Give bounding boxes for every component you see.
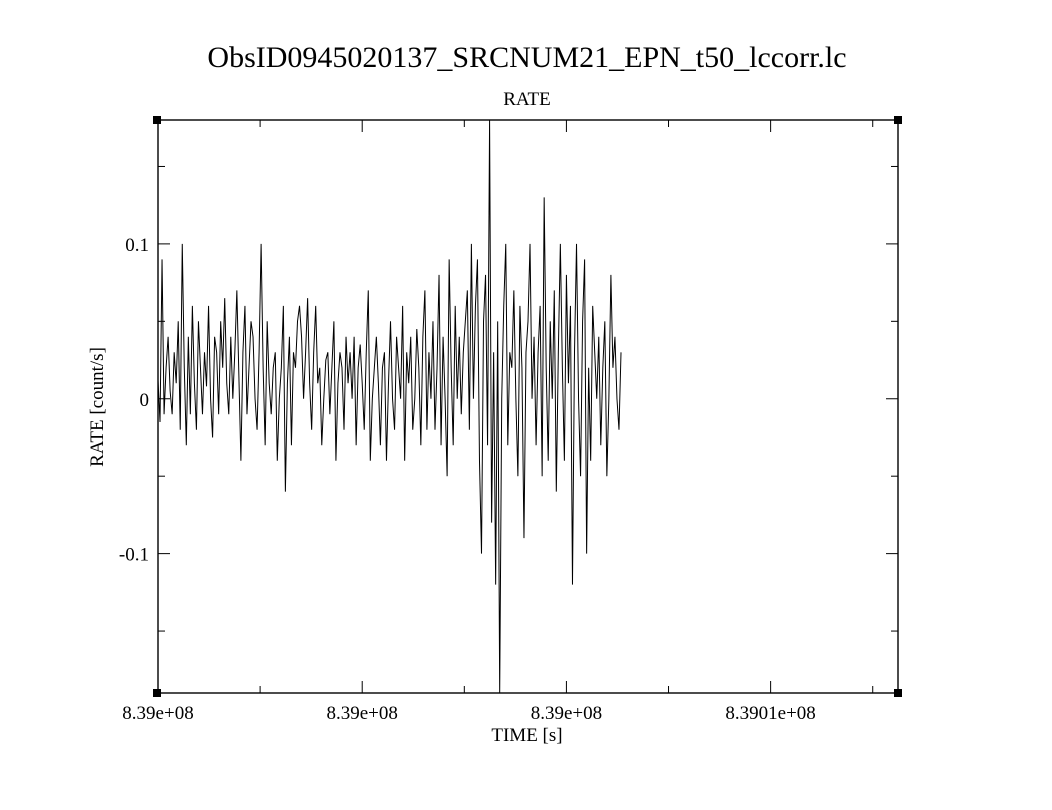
corner-marker-bottom-right — [894, 689, 902, 697]
plot-area — [158, 120, 622, 693]
x-tick-label: 8.39e+08 — [531, 703, 602, 724]
axis-ticks — [157, 120, 898, 693]
y-axis-label: RATE [count/s] — [87, 347, 108, 467]
x-tick-label: 8.3901e+08 — [725, 703, 815, 724]
tick-labels: 8.39e+08 8.39e+08 8.39e+08 8.3901e+08 -0.1 0 0… — [119, 235, 816, 724]
x-axis-label: TIME [s] — [491, 725, 562, 746]
chart-title: ObsID0945020137_SRCNUM21_EPN_t50_lccorr.… — [207, 41, 846, 74]
y-tick-label: -0.1 — [119, 545, 149, 566]
series-line-rate — [158, 120, 622, 693]
plot-frame — [157, 119, 899, 694]
corner-marker-top-right — [894, 116, 902, 124]
chart-subtitle: RATE — [503, 89, 551, 110]
x-tick-label: 8.39e+08 — [327, 703, 398, 724]
x-tick-label: 8.39e+08 — [122, 703, 193, 724]
y-tick-label: 0 — [140, 390, 150, 411]
corner-marker-top-left — [153, 116, 161, 124]
y-tick-label: 0.1 — [125, 235, 149, 256]
corner-marker-bottom-left — [153, 689, 161, 697]
